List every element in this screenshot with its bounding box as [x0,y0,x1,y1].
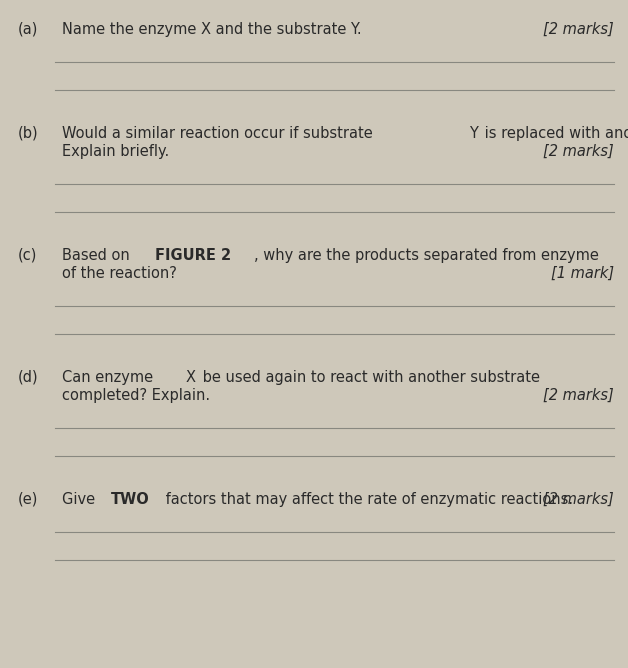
Text: [2 marks]: [2 marks] [543,22,614,37]
Text: Y: Y [469,126,478,141]
Text: FIGURE 2: FIGURE 2 [155,248,232,263]
Text: of the reaction?: of the reaction? [62,266,177,281]
Text: Explain briefly.: Explain briefly. [62,144,170,159]
Text: completed? Explain.: completed? Explain. [62,388,210,403]
Text: (b): (b) [18,126,39,141]
Text: be used again to react with another substrate: be used again to react with another subs… [198,370,545,385]
Text: [2 marks]: [2 marks] [543,492,614,507]
Text: X: X [185,370,195,385]
Text: (e): (e) [18,492,38,507]
Text: (a): (a) [18,22,38,37]
Text: [1 mark]: [1 mark] [551,266,614,281]
Text: (c): (c) [18,248,38,263]
Text: Would a similar reaction occur if substrate: Would a similar reaction occur if substr… [62,126,377,141]
Text: [2 marks]: [2 marks] [543,144,614,159]
Text: , why are the products separated from enzyme: , why are the products separated from en… [254,248,603,263]
Text: factors that may affect the rate of enzymatic reactions.: factors that may affect the rate of enzy… [161,492,573,507]
Text: [2 marks]: [2 marks] [543,388,614,403]
Text: is replaced with another substrate?: is replaced with another substrate? [480,126,628,141]
Text: Can enzyme: Can enzyme [62,370,158,385]
Text: TWO: TWO [111,492,149,507]
Text: (d): (d) [18,370,39,385]
Text: Based on: Based on [62,248,134,263]
Text: Give: Give [62,492,100,507]
Text: Name the enzyme X and the substrate Y.: Name the enzyme X and the substrate Y. [62,22,362,37]
